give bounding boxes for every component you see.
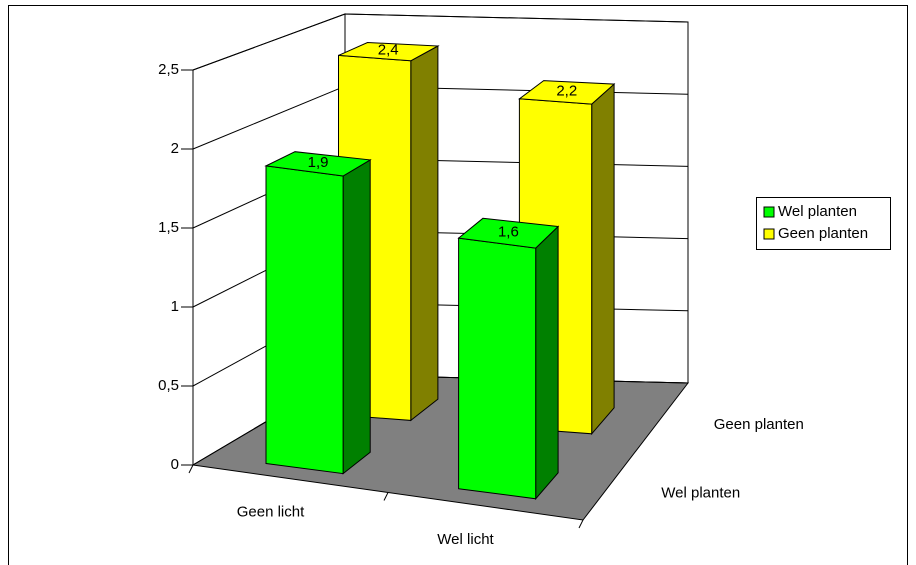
y-tick-label: 2 [171,140,179,157]
legend-label: Wel planten [778,203,857,220]
bar-front [265,165,344,475]
y-tick-label: 0,5 [158,377,179,394]
x-tick-label: Geen licht [237,504,305,521]
bar-top [457,217,560,249]
bar-top [264,151,372,177]
value-label: 1,9 [308,154,329,171]
grid-line [344,13,689,23]
depth-label: Geen planten [714,416,804,433]
x-tick [383,492,389,501]
y-tick-label: 0 [171,456,179,473]
legend-swatch [763,206,775,218]
x-tick [578,519,584,529]
legend-box [756,197,891,250]
bar-side [591,82,615,436]
value-label: 1,6 [498,223,519,240]
grid-line [192,85,346,150]
y-tick-label: 2,5 [158,61,179,78]
depth-label: Wel planten [661,485,740,502]
value-label: 2,4 [378,42,399,59]
bar-top [518,80,616,105]
value-label: 2,2 [556,82,577,99]
x-tick-label: Wel licht [437,531,494,548]
bar-front [458,237,537,500]
bar-side [410,45,439,422]
bar-side [342,159,371,475]
x-tick [188,464,194,474]
legend-swatch [763,228,775,240]
legend-label: Geen planten [778,225,868,242]
bar-side [535,225,559,501]
y-tick-label: 1,5 [158,219,179,236]
bar-top [338,41,440,62]
grid-line [192,13,346,71]
y-tick-label: 1 [171,298,179,315]
